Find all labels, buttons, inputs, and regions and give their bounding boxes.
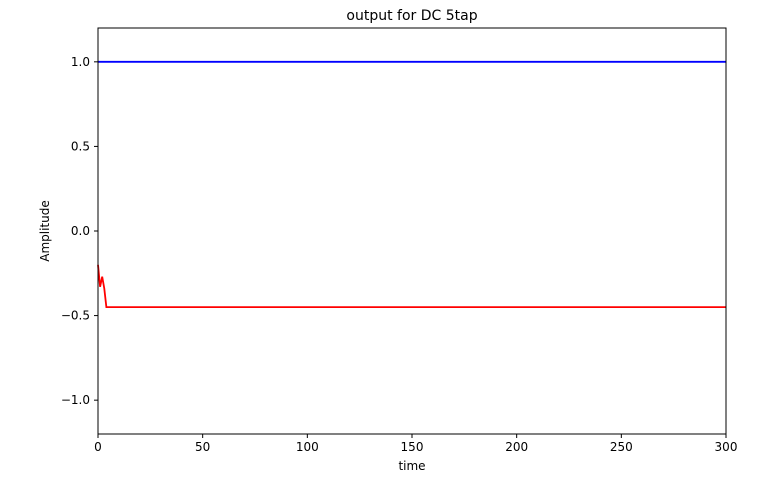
y-tick-label: 0.0 xyxy=(71,224,90,238)
x-tick-label: 0 xyxy=(94,440,102,454)
chart-title: output for DC 5tap xyxy=(346,8,477,24)
y-axis-label: Amplitude xyxy=(38,200,52,262)
y-tick-label: −0.5 xyxy=(61,309,90,323)
x-tick-label: 50 xyxy=(195,440,210,454)
plot-area xyxy=(97,27,727,435)
x-tick-label: 100 xyxy=(296,440,319,454)
y-tick-label: −1.0 xyxy=(61,393,90,407)
y-axis-ticks: 1.0 0.5 0.0 −0.5 −1.0 xyxy=(61,55,98,407)
x-axis-label: time xyxy=(398,459,425,473)
axes-frame xyxy=(97,27,727,435)
y-tick-label: 0.5 xyxy=(71,139,90,153)
x-tick-label: 300 xyxy=(715,440,738,454)
x-tick-label: 250 xyxy=(610,440,633,454)
x-tick-label: 150 xyxy=(401,440,424,454)
x-tick-label: 200 xyxy=(505,440,528,454)
series-line-1 xyxy=(97,264,726,309)
x-axis-ticks: 0 50 100 150 200 250 300 xyxy=(94,434,737,454)
y-tick-label: 1.0 xyxy=(71,55,90,69)
